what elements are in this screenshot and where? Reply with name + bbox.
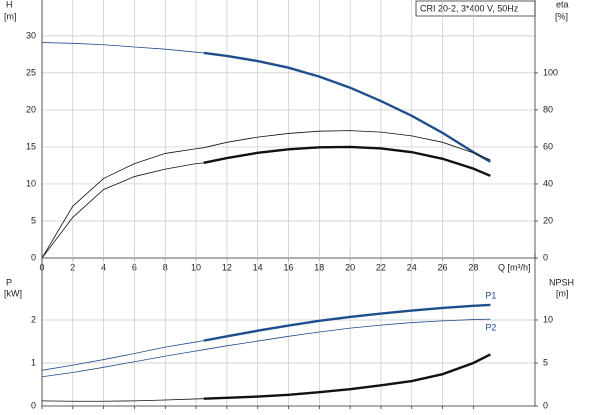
y2-tick-label: 20 <box>543 215 553 225</box>
y-tick-label: 2 <box>31 314 36 324</box>
curve-duty-range <box>203 353 491 400</box>
y-tick-label: 0 <box>31 252 36 262</box>
curve-duty-range <box>203 145 491 177</box>
y-tick-label: 1 <box>31 357 36 367</box>
y-axis-unit: [m] <box>4 11 17 21</box>
y-tick-label: 25 <box>26 67 36 77</box>
y2-axis-label: NPSH <box>549 277 574 287</box>
y2-tick-label: 80 <box>543 104 553 114</box>
y2-axis-unit: [%] <box>555 11 568 21</box>
y2-tick-label: 5 <box>543 357 548 367</box>
series-label: P1 <box>485 290 496 300</box>
y2-tick-label: 0 <box>543 400 548 410</box>
y-axis-label: H <box>6 0 13 9</box>
curve-duty-range <box>203 51 491 163</box>
y-axis-label: P <box>6 277 12 287</box>
y2-tick-label: 40 <box>543 178 553 188</box>
curve <box>41 130 491 259</box>
x-axis-label: Q [m³/h] <box>498 262 531 272</box>
y2-tick-label: 100 <box>543 67 558 77</box>
y2-tick-label: 60 <box>543 141 553 151</box>
curve <box>41 318 491 378</box>
y2-tick-label: 10 <box>543 314 553 324</box>
curve-duty-range <box>203 303 491 342</box>
y-axis-unit: [kW] <box>4 288 22 298</box>
y2-axis-unit: [m] <box>556 288 569 298</box>
y2-axis-label: eta <box>556 0 569 9</box>
curve <box>41 146 491 259</box>
curve <box>41 42 491 163</box>
y-tick-label: 5 <box>31 215 36 225</box>
y-tick-label: 20 <box>26 104 36 114</box>
series-label: P2 <box>485 323 496 333</box>
y2-tick-label: 0 <box>543 252 548 262</box>
chart-title: CRI 20-2, 3*400 V, 50Hz <box>420 3 519 13</box>
y-tick-label: 15 <box>26 141 36 151</box>
y-tick-label: 10 <box>26 178 36 188</box>
y-tick-label: 0 <box>31 400 36 410</box>
y-tick-label: 30 <box>26 30 36 40</box>
curve <box>41 304 491 371</box>
